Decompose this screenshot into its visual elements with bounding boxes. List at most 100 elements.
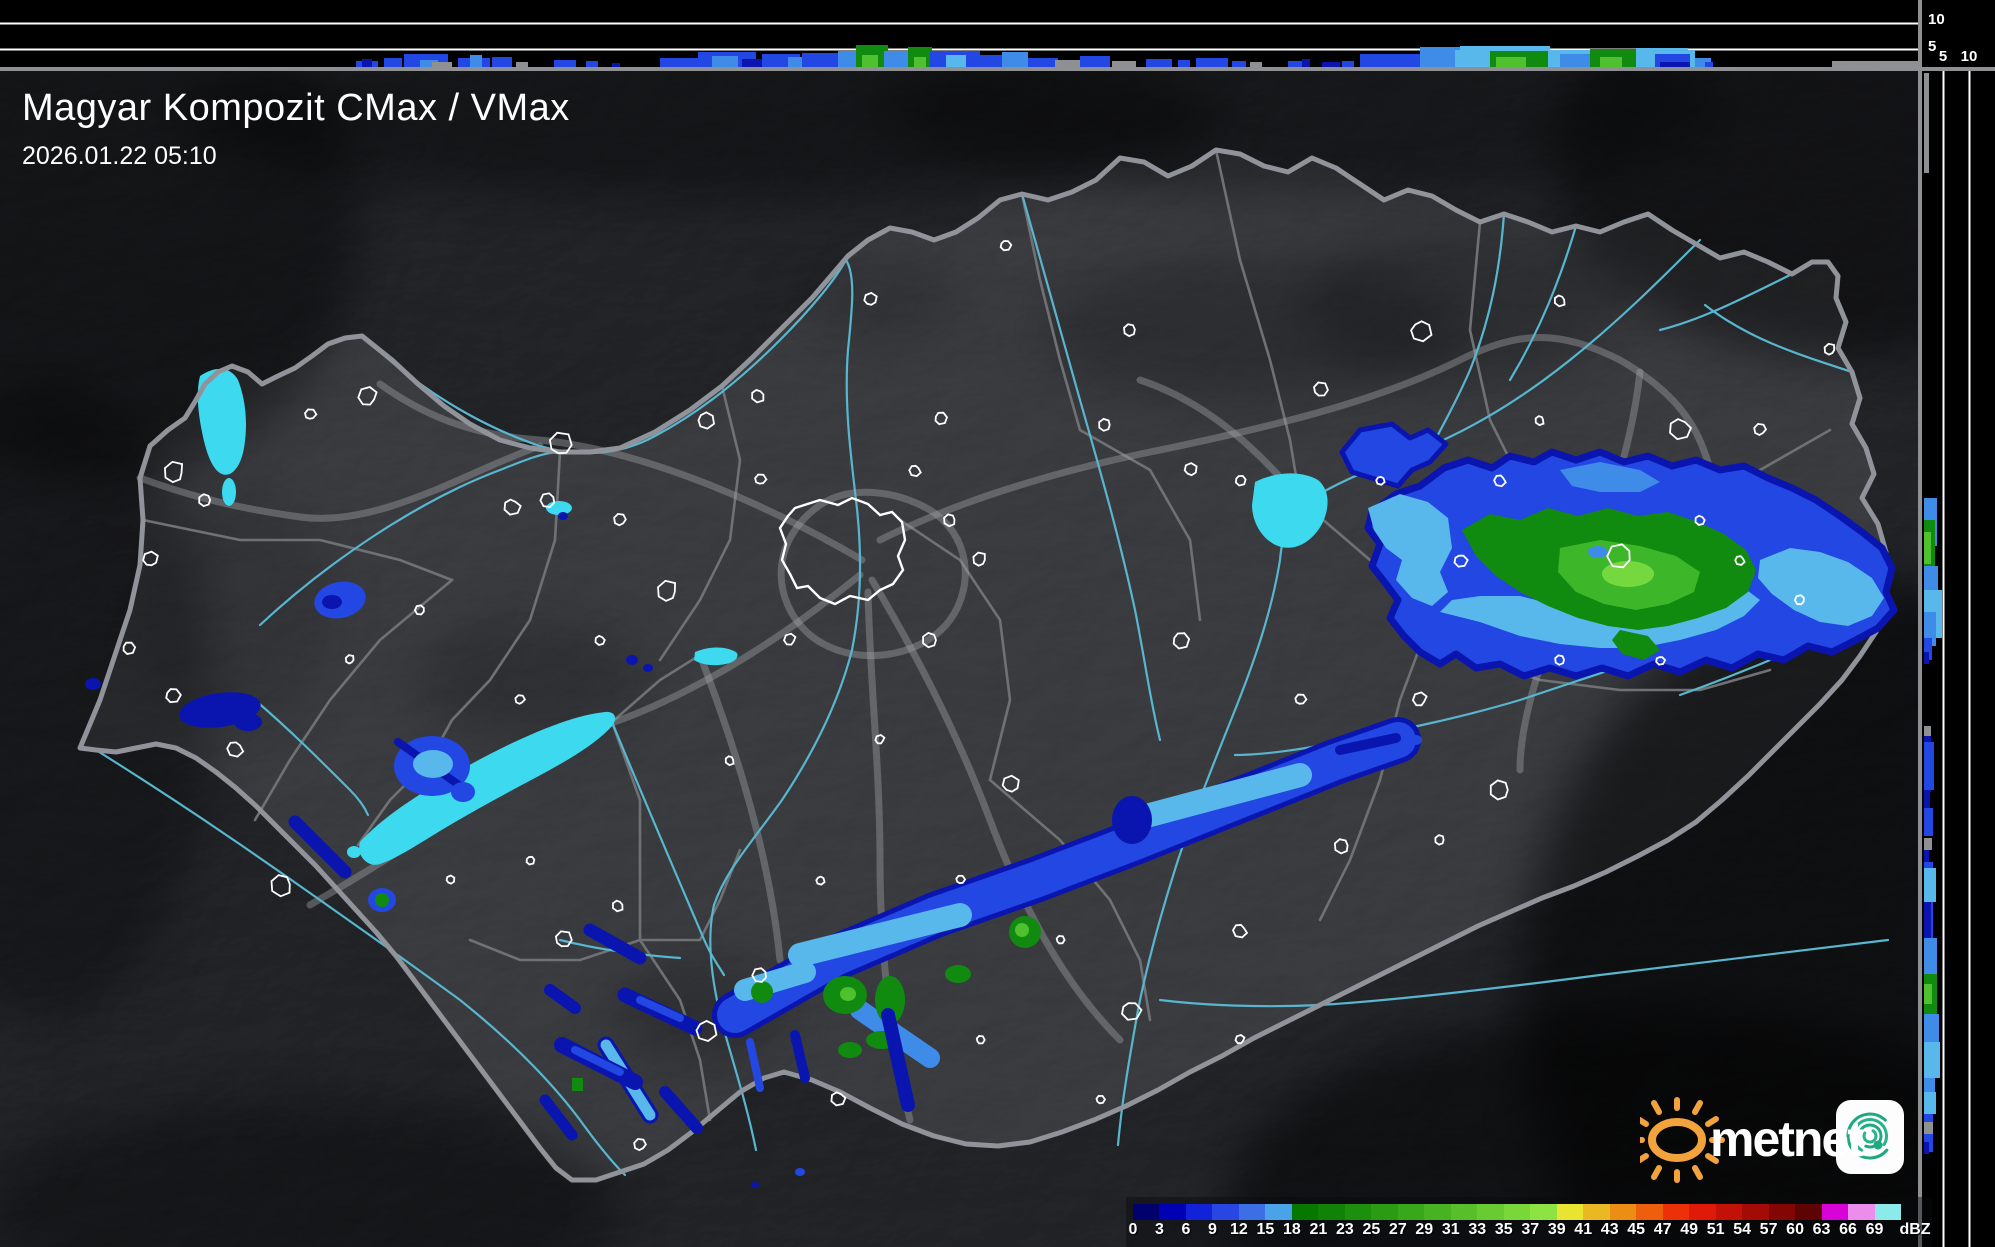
legend-cell xyxy=(1609,1204,1637,1220)
legend-cell xyxy=(1503,1204,1531,1220)
dbz-color-scale: 0 3 6 9 12 15 18 21 23 25 27 29 31 33 35 37 39 41 43 45 47 49… xyxy=(1126,1197,1932,1247)
title-block: Magyar Kompozit CMax / VMax 2026.01.22 0… xyxy=(22,87,570,171)
town-outline xyxy=(975,1035,986,1045)
legend-cell xyxy=(1768,1204,1796,1220)
legend-unit-label: dBZ xyxy=(1899,1221,1931,1238)
legend-tick-label: 21 xyxy=(1309,1221,1328,1238)
legend-cell xyxy=(1821,1204,1849,1220)
town-outline xyxy=(815,875,826,886)
town-outline xyxy=(1234,1034,1246,1045)
legend-cell xyxy=(1583,1204,1610,1220)
town-outline xyxy=(874,734,886,745)
legend-tick-label: 3 xyxy=(1155,1221,1164,1238)
town-outline xyxy=(1055,934,1066,945)
town-outline xyxy=(1375,475,1386,486)
legend-tick-label: 39 xyxy=(1547,1221,1566,1238)
legend-cell xyxy=(1530,1204,1557,1220)
town-outline xyxy=(1234,474,1247,487)
legend-cell xyxy=(1450,1204,1478,1220)
metnet-logo: metnet xyxy=(1640,1092,1920,1187)
town-outlines xyxy=(122,240,1836,1152)
lakes xyxy=(197,368,1328,865)
town-outline xyxy=(413,604,425,616)
lake-ferto xyxy=(197,368,246,475)
legend-tick-label: 60 xyxy=(1786,1221,1804,1238)
town-outline xyxy=(1606,543,1631,569)
legend-tick-label: 57 xyxy=(1759,1221,1778,1238)
legend-tick-label: 43 xyxy=(1600,1221,1619,1238)
town-outline xyxy=(1121,1002,1143,1021)
town-outline xyxy=(270,874,291,898)
town-outline xyxy=(863,291,878,306)
town-outline xyxy=(304,408,318,420)
legend-cell xyxy=(1477,1204,1504,1220)
legend-tick-label: 47 xyxy=(1653,1221,1672,1238)
legend-tick-label: 45 xyxy=(1627,1221,1646,1238)
legend-tick-label: 9 xyxy=(1207,1221,1217,1238)
radar-echoes xyxy=(85,421,1898,1188)
mountain-shading xyxy=(0,70,1922,1247)
town-outline xyxy=(934,411,949,426)
town-outline xyxy=(1753,422,1768,437)
legend-tick-label: 37 xyxy=(1521,1221,1540,1238)
legend-cell xyxy=(1371,1204,1398,1220)
legend-tick-label: 51 xyxy=(1706,1221,1725,1238)
tisza-river xyxy=(1116,238,1702,1147)
legend-cell xyxy=(1212,1204,1239,1220)
legend-cell xyxy=(1133,1204,1160,1220)
town-outline xyxy=(503,498,522,516)
town-outline xyxy=(142,550,159,567)
town-outline xyxy=(657,579,677,602)
town-outline xyxy=(724,755,735,767)
town-outline xyxy=(633,1137,647,1152)
lake-tisza xyxy=(1252,473,1328,548)
town-outline xyxy=(344,654,355,665)
legend-bar xyxy=(1133,1204,1902,1220)
legend-tick-label: 33 xyxy=(1468,1221,1487,1238)
town-outline xyxy=(1694,514,1706,526)
town-outline xyxy=(611,899,624,913)
town-outline xyxy=(754,473,768,485)
panel-separator-horizontal xyxy=(0,67,1995,71)
town-outline xyxy=(165,688,182,704)
top-height-profile-panel xyxy=(0,0,1922,70)
town-outline xyxy=(1411,691,1428,707)
town-outline xyxy=(1534,415,1545,427)
legend-tick-label: 12 xyxy=(1230,1221,1248,1238)
legend-tick-label: 15 xyxy=(1256,1221,1275,1238)
legend-cell xyxy=(1874,1204,1902,1220)
right-axis-10km-label: 10 xyxy=(1960,48,1978,65)
town-outline xyxy=(1554,654,1565,666)
town-outline xyxy=(695,1019,718,1042)
right-profile-echoes xyxy=(1924,73,1942,1154)
town-outline xyxy=(751,967,767,983)
legend-cell xyxy=(1424,1204,1451,1220)
legend-tick-label: 66 xyxy=(1839,1221,1857,1238)
legend-cell xyxy=(1397,1204,1425,1220)
legend-cell xyxy=(1265,1204,1292,1220)
town-outline xyxy=(1734,555,1746,566)
map-canvas xyxy=(0,70,1922,1247)
panel-separator-vertical xyxy=(1918,0,1922,1247)
top-axis-5km-label: 5 xyxy=(1928,38,1937,55)
legend-tick-label: 69 xyxy=(1865,1221,1884,1238)
right-height-profile-panel xyxy=(1922,70,1995,1247)
legend-tick-label: 63 xyxy=(1812,1221,1831,1238)
legend-cell xyxy=(1795,1204,1822,1220)
town-outline xyxy=(943,513,956,528)
town-outline xyxy=(1489,779,1509,801)
town-outline xyxy=(972,551,986,567)
town-outline xyxy=(751,389,765,404)
town-outline xyxy=(1095,1094,1107,1105)
town-outline xyxy=(1294,693,1308,705)
town-outline xyxy=(357,386,378,406)
legend-tick-label: 23 xyxy=(1335,1221,1354,1238)
legend-cell xyxy=(1848,1204,1875,1220)
legend-cell xyxy=(1662,1204,1690,1220)
profile-axes-corner: 10 5 5 10 xyxy=(1922,0,1995,70)
legend-tick-label: 25 xyxy=(1362,1221,1381,1238)
town-outline xyxy=(163,460,184,484)
town-outline xyxy=(1655,656,1667,666)
town-outline xyxy=(1410,320,1433,343)
